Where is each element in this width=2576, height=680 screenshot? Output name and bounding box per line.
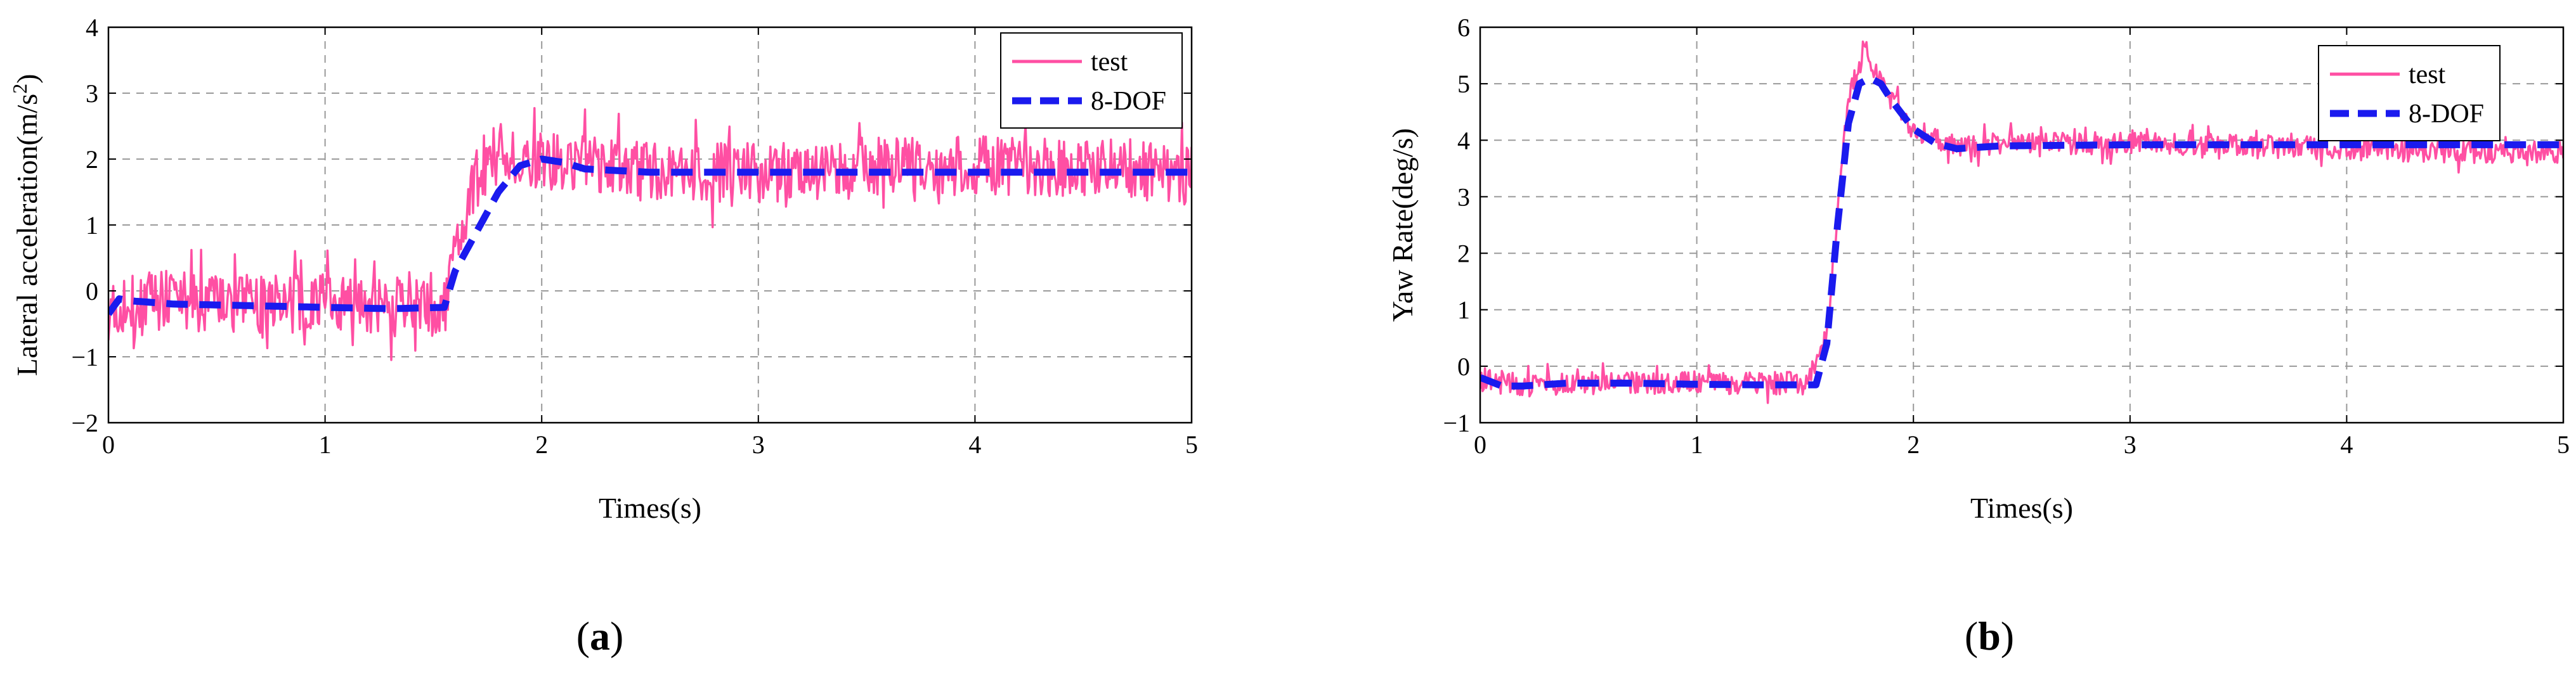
x-tick-label: 0 [102, 430, 115, 459]
panel-label-open: ( [576, 613, 590, 658]
y-axis-label-text: Lateral acceleration(m/s [11, 94, 43, 376]
x-tick-label: 2 [1907, 430, 1920, 459]
y-axis-label-close: ) [11, 74, 43, 84]
axes-frame [1479, 26, 2565, 424]
legend-label: test [1091, 48, 1128, 77]
x-tick-label: 1 [1691, 430, 1703, 459]
x-tick-label: 2 [535, 430, 548, 459]
x-tick-label: 0 [1474, 430, 1486, 459]
y-tick-label: 1 [1457, 296, 1470, 324]
y-tick-label: −1 [1443, 409, 1470, 437]
y-tick-label: 1 [86, 211, 98, 240]
panel-label-letter: b [1978, 613, 2001, 658]
y-axis-label-superscript: 2 [8, 84, 31, 94]
x-tick-label: 1 [319, 430, 332, 459]
panel-label-close: ) [2001, 613, 2014, 658]
y-tick-label: 5 [1457, 70, 1470, 98]
panel-label-close: ) [610, 613, 623, 658]
y-tick-label: 2 [1457, 240, 1470, 268]
y-tick-label: 6 [1457, 13, 1470, 42]
x-axis-label: Times(s) [1970, 492, 2073, 524]
legend-label: test [2409, 60, 2446, 89]
x-axis-label: Times(s) [599, 492, 701, 524]
y-tick-label: −2 [71, 409, 98, 437]
x-tick-label: 4 [2340, 430, 2353, 459]
x-tick-label: 3 [2124, 430, 2137, 459]
y-axis-label-text: Yaw Rate(deg/s) [1386, 128, 1419, 322]
y-tick-label: 0 [1457, 352, 1470, 381]
legend: test 8-DOF [1000, 32, 1183, 129]
legend-label: 8-DOF [2409, 99, 2484, 129]
x-tick-label: 5 [1185, 430, 1198, 459]
x-tick-label: 4 [968, 430, 981, 459]
y-tick-label: 4 [1457, 126, 1470, 155]
chart-lateral-acceleration: 0 1 2 3 4 5 −2 −1 0 1 2 3 4 Times(s) Lateral accelerat… [8, 13, 1198, 658]
y-tick-label: 3 [1457, 183, 1470, 211]
legend-label: 8-DOF [1091, 87, 1166, 116]
x-tick-label: 5 [2557, 430, 2570, 459]
y-tick-label: 0 [86, 277, 98, 305]
legend-box [1000, 32, 1183, 129]
series-line-test [108, 106, 1192, 361]
y-tick-label: 4 [86, 13, 98, 42]
y-tick-label: 2 [86, 145, 98, 174]
x-tick-label: 3 [752, 430, 765, 459]
legend-box [2318, 45, 2501, 141]
panel-label-open: ( [1965, 613, 1978, 658]
y-axis-label: Lateral acceleration(m/s2) [8, 74, 43, 376]
panel-label: (a) [576, 613, 624, 658]
series-line-8-dof [1480, 74, 2563, 390]
y-tick-label: 3 [86, 79, 98, 108]
panel-label: (b) [1965, 613, 2014, 658]
y-axis-label: Yaw Rate(deg/s) [1386, 128, 1419, 322]
y-tick-label: −1 [71, 343, 98, 371]
legend: test 8-DOF [2318, 45, 2501, 141]
series-line-8-dof [108, 155, 1192, 316]
panel-label-letter: a [590, 613, 610, 658]
